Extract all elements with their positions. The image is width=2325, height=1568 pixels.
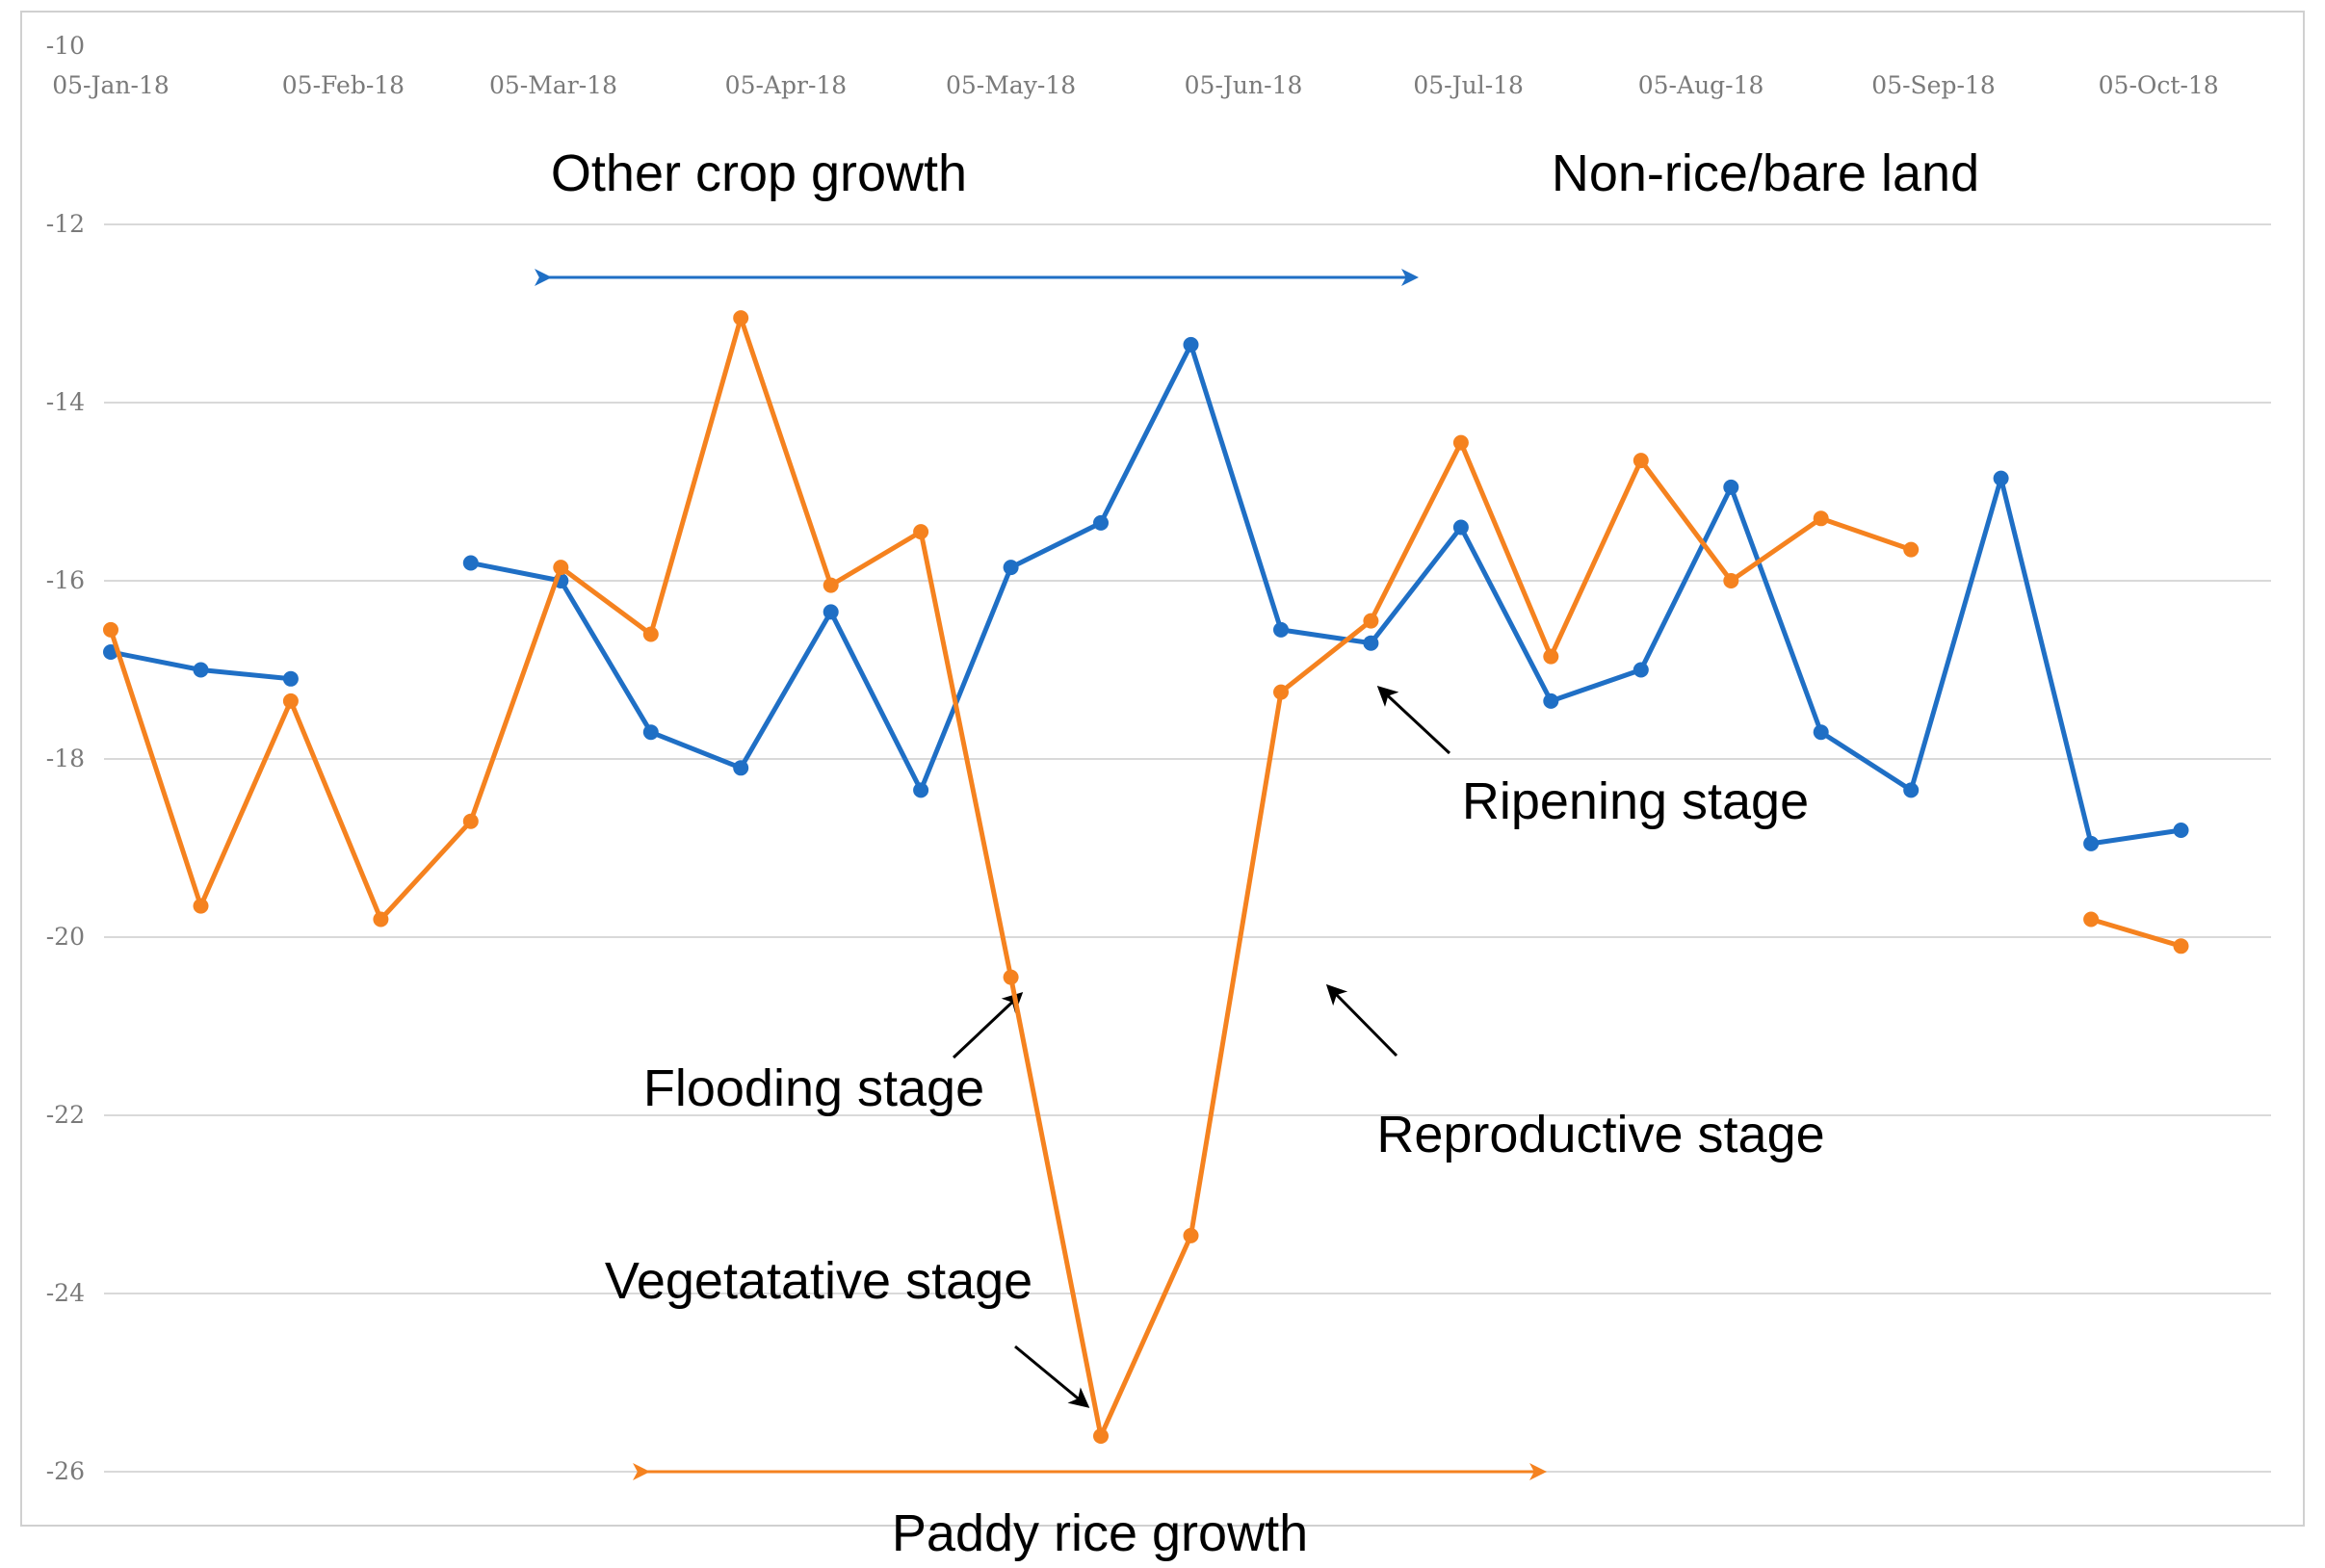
data-point — [1993, 470, 2009, 486]
data-point — [642, 626, 659, 642]
data-point — [1003, 969, 1019, 985]
series-line — [2090, 917, 2182, 949]
data-point — [733, 760, 749, 776]
data-point — [2083, 835, 2100, 851]
annotation-flooding-stage: Flooding stage — [643, 1059, 984, 1117]
data-point — [1813, 510, 1829, 527]
data-point — [193, 662, 209, 678]
y-tick-label: -12 — [46, 210, 85, 238]
data-point — [282, 693, 299, 709]
data-point — [2173, 938, 2189, 954]
data-point — [103, 621, 118, 638]
y-tick-label: -10 — [46, 32, 85, 60]
data-point — [1183, 336, 1199, 353]
y-tick-label: -26 — [46, 1457, 85, 1485]
y-tick-label: -18 — [46, 745, 85, 772]
series-paddy-rice — [103, 310, 2189, 1444]
data-point — [1723, 479, 1739, 495]
data-point — [1363, 613, 1379, 629]
x-tick-label: 05-Oct-18 — [2099, 71, 2219, 99]
gridlines — [104, 223, 2271, 1473]
x-tick-label: 05-Jul-18 — [1413, 71, 1524, 99]
ripening-pointer-arrow — [1376, 685, 1451, 755]
annotation-other-crop-growth: Other crop growth — [551, 144, 967, 202]
x-tick-label: 05-Jan-18 — [52, 71, 170, 99]
y-tick-label: -20 — [46, 923, 85, 951]
vegetative-pointer-arrow — [1014, 1345, 1090, 1408]
data-point — [1273, 621, 1289, 638]
data-point — [282, 670, 299, 687]
data-point — [823, 577, 839, 593]
data-point — [733, 310, 749, 327]
x-tick-label: 05-Aug-18 — [1638, 71, 1764, 99]
data-point — [2083, 911, 2100, 928]
data-point — [553, 560, 569, 576]
data-point — [462, 555, 479, 571]
data-point — [1452, 434, 1469, 451]
y-tick-label: -24 — [46, 1279, 85, 1307]
data-point — [1633, 662, 1649, 678]
series-line — [470, 342, 2181, 847]
y-tick-label: -16 — [46, 566, 85, 594]
y-tick-label: -22 — [46, 1101, 85, 1129]
data-point — [462, 813, 479, 829]
data-point — [1813, 724, 1829, 741]
data-point — [1633, 453, 1649, 469]
data-point — [1903, 541, 1920, 558]
flooding-pointer-arrow — [952, 991, 1024, 1059]
data-point — [1903, 782, 1920, 798]
annotation-paddy-rice-growth: Paddy rice growth — [892, 1504, 1308, 1562]
data-point — [913, 782, 929, 798]
plot-frame — [20, 11, 2305, 1527]
data-series — [103, 310, 2189, 1444]
data-point — [823, 604, 839, 620]
data-point — [642, 724, 659, 741]
x-tick-label: 05-Apr-18 — [725, 71, 848, 99]
x-tick-label: 05-Sep-18 — [1871, 71, 1995, 99]
data-point — [1543, 693, 1559, 709]
x-tick-label: 05-Feb-18 — [282, 71, 405, 99]
reproductive-pointer-arrow — [1325, 983, 1398, 1058]
annotation-ripening-stage: Ripening stage — [1462, 772, 1809, 830]
annotation-reproductive-stage: Reproductive stage — [1376, 1106, 1824, 1163]
data-point — [1273, 684, 1289, 700]
x-axis-tick-labels: 05-Jan-18 05-Feb-18 05-Mar-18 05-Apr-18 05-M… — [52, 71, 2218, 99]
x-tick-label: 05-Mar-18 — [489, 71, 617, 99]
annotation-vegetative-stage: Vegetatative stage — [605, 1252, 1032, 1310]
data-point — [1003, 560, 1019, 576]
data-point — [1363, 635, 1379, 651]
series-non-rice — [103, 336, 2189, 851]
data-point — [193, 898, 209, 914]
data-point — [1452, 519, 1469, 536]
x-tick-label: 05-May-18 — [946, 71, 1076, 99]
data-point — [1723, 573, 1739, 588]
y-axis-tick-labels: -10 -12 -14 -16 -18 -20 -22 -24 -26 — [46, 32, 85, 1485]
data-point — [373, 911, 389, 928]
annotation-non-rice-bare-land: Non-rice/bare land — [1552, 144, 1979, 202]
data-point — [1093, 1428, 1109, 1444]
x-tick-label: 05-Jun-18 — [1185, 71, 1303, 99]
data-point — [1183, 1227, 1199, 1243]
data-point — [1543, 648, 1559, 665]
data-point — [1093, 514, 1109, 531]
y-tick-label: -14 — [46, 388, 85, 416]
data-point — [913, 524, 929, 540]
data-point — [2173, 823, 2189, 838]
